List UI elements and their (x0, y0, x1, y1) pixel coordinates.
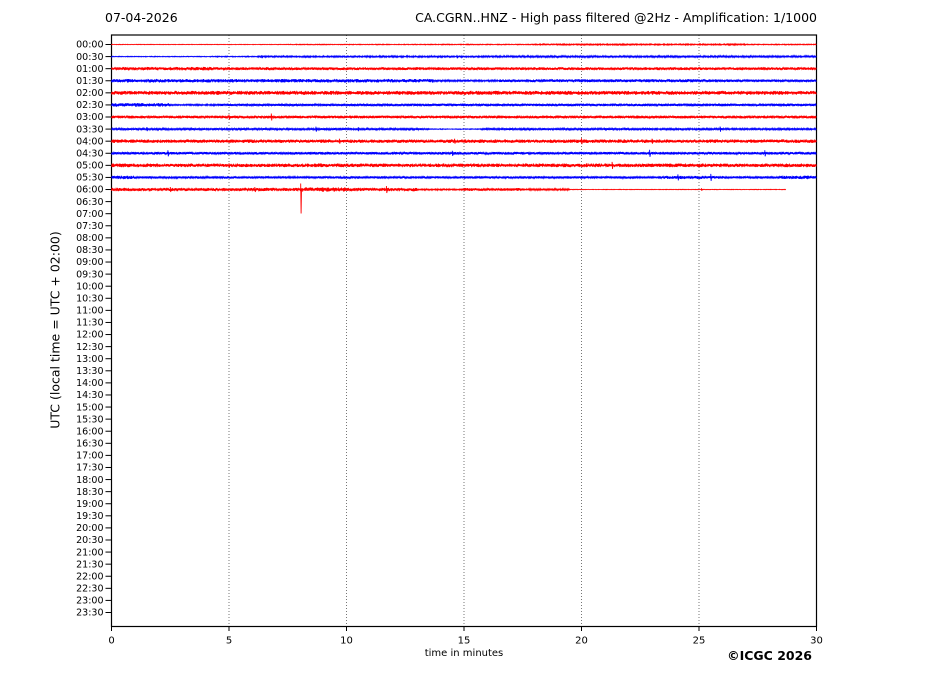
trace-spike-06:00 (169, 186, 172, 193)
trace-04:00 (111, 138, 817, 144)
trace-spike-03:00 (270, 113, 273, 121)
trace-02:00 (111, 90, 817, 96)
y-tick-label: 20:00 (76, 523, 103, 534)
plot-frame (110, 34, 818, 628)
y-tick-label: 23:30 (76, 608, 103, 619)
y-tick-label: 21:00 (76, 547, 103, 558)
plot-title: CA.CGRN..HNZ - High pass filtered @2Hz -… (415, 10, 817, 25)
x-axis-label: time in minutes (424, 648, 504, 659)
trace-spike-04:30 (649, 149, 651, 157)
trace-06:00 (111, 187, 787, 192)
trace-spike-05:00 (228, 163, 231, 168)
y-tick-label: 16:00 (76, 426, 103, 437)
y-tick-label: 06:00 (76, 185, 103, 196)
x-tick-label: 10 (340, 636, 353, 647)
y-tick-label: 21:30 (76, 559, 103, 570)
y-tick-label: 18:00 (76, 475, 103, 486)
y-tick-label: 12:00 (76, 330, 103, 341)
y-tick-label: 13:30 (76, 366, 103, 377)
y-tick-label: 12:30 (76, 342, 103, 353)
trace-spike-05:00 (611, 161, 614, 169)
x-tick-label: 20 (575, 636, 588, 647)
y-tick-label: 17:30 (76, 463, 103, 474)
trace-spike-04:30 (167, 150, 170, 157)
y-tick-label: 07:30 (76, 221, 103, 232)
trace-spike-06:00 (700, 188, 703, 191)
trace-spike-06:00 (300, 183, 302, 214)
trace-spike-03:30 (357, 127, 360, 132)
y-tick-label: 22:30 (76, 584, 103, 595)
trace-04:30 (111, 150, 817, 156)
x-tick-label: 5 (226, 636, 232, 647)
trace-spike-05:30 (710, 173, 712, 181)
plot-date: 07-04-2026 (105, 10, 178, 25)
trace-01:00 (111, 66, 817, 72)
y-tick-label: 14:00 (76, 378, 103, 389)
trace-spike-04:30 (451, 150, 454, 156)
trace-spike-06:00 (254, 186, 257, 193)
y-tick-label: 04:00 (76, 136, 103, 147)
y-tick-label: 06:30 (76, 197, 103, 208)
y-tick-label: 05:00 (76, 161, 103, 172)
y-tick-label: 17:00 (76, 451, 103, 462)
trace-03:00 (111, 114, 817, 120)
y-tick-label: 02:00 (76, 88, 103, 99)
trace-00:00 (111, 42, 817, 47)
trace-05:30 (111, 175, 817, 180)
trace-spike-00:30 (456, 54, 459, 59)
trace-02:30 (111, 102, 817, 108)
trace-spike-03:30 (146, 127, 149, 132)
copyright-label: ©ICGC 2026 (727, 648, 812, 663)
y-tick-label: 15:30 (76, 414, 103, 425)
y-tick-label: 22:00 (76, 571, 103, 582)
y-tick-label: 00:30 (76, 52, 103, 63)
x-tick-label: 30 (810, 636, 823, 647)
trace-spike-03:00 (228, 114, 231, 120)
y-tick-label: 05:30 (76, 173, 103, 184)
y-tick-label: 15:00 (76, 402, 103, 413)
y-tick-label: 08:00 (76, 233, 103, 244)
x-tick-label: 0 (108, 636, 114, 647)
y-tick-label: 01:00 (76, 64, 103, 75)
y-tick-label: 03:00 (76, 112, 103, 123)
x-tick-label: 15 (458, 636, 471, 647)
trace-00:30 (111, 54, 817, 59)
y-tick-label: 10:30 (76, 293, 103, 304)
y-tick-label: 18:30 (76, 487, 103, 498)
y-tick-label: 03:30 (76, 124, 103, 135)
trace-01:30 (111, 78, 817, 84)
y-tick-label: 13:00 (76, 354, 103, 365)
y-tick-label: 11:00 (76, 306, 103, 317)
y-tick-label: 10:00 (76, 281, 103, 292)
y-tick-label: 16:30 (76, 439, 103, 450)
y-tick-label: 08:30 (76, 245, 103, 256)
y-tick-label: 09:00 (76, 257, 103, 268)
y-tick-label: 04:30 (76, 148, 103, 159)
y-tick-label: 01:30 (76, 76, 103, 87)
trace-spike-04:00 (338, 138, 341, 144)
trace-spike-03:30 (315, 126, 318, 132)
y-tick-label: 07:00 (76, 209, 103, 220)
trace-spike-04:00 (581, 138, 583, 145)
trace-spike-06:00 (385, 185, 388, 194)
y-tick-label: 02:30 (76, 100, 103, 111)
y-tick-label: 00:00 (76, 40, 103, 51)
trace-spike-04:00 (454, 138, 456, 144)
trace-spike-05:30 (677, 174, 680, 181)
x-tick-label: 25 (693, 636, 706, 647)
y-tick-label: 19:30 (76, 511, 103, 522)
y-tick-label: 14:30 (76, 390, 103, 401)
y-tick-label: 11:30 (76, 318, 103, 329)
trace-spike-00:30 (261, 54, 264, 59)
trace-03:30 (111, 126, 817, 132)
y-tick-label: 09:30 (76, 269, 103, 280)
trace-spike-04:00 (651, 138, 654, 144)
y-tick-label: 19:00 (76, 499, 103, 510)
trace-spike-03:30 (719, 126, 722, 132)
y-tick-label: 20:30 (76, 535, 103, 546)
y-tick-label: 23:00 (76, 596, 103, 607)
trace-spike-04:30 (764, 150, 767, 157)
